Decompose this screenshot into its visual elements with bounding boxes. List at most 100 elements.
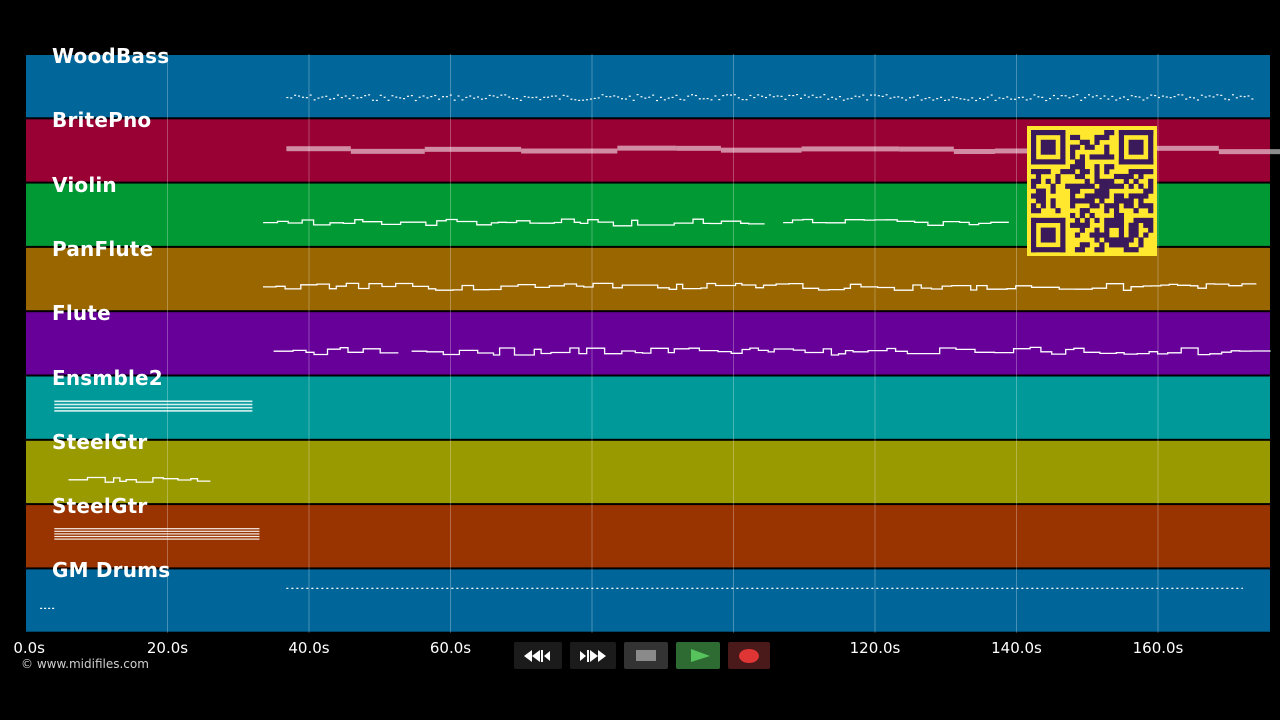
note	[753, 96, 756, 99]
note	[1122, 96, 1125, 98]
note	[477, 96, 480, 98]
note	[410, 95, 413, 97]
note	[733, 94, 736, 96]
note	[905, 99, 908, 101]
note	[1072, 95, 1075, 98]
note	[644, 97, 647, 99]
note	[1025, 99, 1028, 101]
record-button[interactable]	[728, 642, 770, 669]
note	[496, 96, 499, 98]
note	[325, 95, 328, 97]
note-block	[350, 148, 425, 154]
note	[761, 95, 764, 97]
note	[768, 94, 771, 96]
note	[360, 96, 363, 99]
note	[1181, 94, 1184, 96]
note	[609, 96, 612, 98]
note	[1228, 99, 1231, 101]
note-trace	[263, 282, 1257, 291]
note	[916, 94, 919, 96]
note	[1130, 95, 1133, 97]
note	[1165, 96, 1168, 98]
note	[858, 96, 861, 98]
note	[1224, 98, 1227, 100]
note	[951, 96, 954, 98]
note	[473, 97, 476, 99]
note	[1196, 99, 1199, 101]
time-tick-label: 120.0s	[849, 639, 901, 657]
note	[1189, 96, 1192, 98]
note	[842, 99, 845, 101]
note	[1193, 97, 1196, 99]
note	[784, 98, 787, 100]
track-name: Ensmble2	[52, 365, 163, 390]
note	[430, 95, 433, 98]
note	[667, 97, 670, 99]
note	[574, 99, 577, 101]
note	[1115, 99, 1118, 101]
track-name: GM Drums	[52, 558, 171, 583]
note-block	[720, 147, 802, 153]
note	[1111, 95, 1114, 98]
note	[597, 97, 600, 99]
play-button[interactable]	[676, 642, 720, 669]
note	[796, 94, 799, 96]
time-tick-label: 60.0s	[429, 639, 472, 657]
note	[920, 99, 923, 101]
note	[465, 96, 468, 99]
note	[1173, 95, 1176, 98]
note	[515, 97, 518, 100]
note	[333, 97, 336, 100]
note	[897, 96, 900, 98]
note	[815, 96, 818, 99]
note	[780, 95, 783, 97]
note	[737, 97, 740, 99]
note	[928, 96, 931, 99]
note-block	[54, 400, 253, 403]
track-name: SteelGtr	[52, 494, 148, 519]
note	[1002, 97, 1005, 100]
note	[617, 96, 620, 98]
note	[947, 99, 950, 101]
note	[792, 94, 795, 97]
note	[406, 95, 409, 97]
note	[663, 99, 666, 101]
stop-button[interactable]	[624, 642, 668, 669]
fast-forward-button[interactable]	[570, 642, 616, 669]
note-block	[54, 528, 260, 530]
note	[1049, 97, 1052, 100]
note	[694, 94, 697, 97]
note	[1010, 98, 1013, 100]
note	[352, 94, 355, 97]
note	[344, 95, 347, 97]
note	[329, 98, 332, 100]
note-trace	[263, 218, 765, 227]
note	[1146, 97, 1149, 99]
note-block	[54, 535, 260, 538]
note	[772, 96, 775, 98]
note	[1142, 99, 1145, 101]
note	[846, 98, 849, 100]
note	[1091, 96, 1094, 98]
note	[885, 94, 888, 96]
note	[940, 96, 943, 98]
note	[975, 99, 978, 102]
note	[593, 97, 596, 100]
note	[1231, 94, 1234, 96]
note	[317, 97, 320, 99]
note	[1204, 96, 1207, 98]
note	[554, 95, 557, 97]
note	[356, 97, 359, 99]
note	[901, 97, 904, 99]
note	[831, 96, 834, 98]
note	[605, 95, 608, 98]
note	[286, 96, 289, 99]
rewind-button[interactable]	[514, 642, 562, 669]
note	[893, 96, 896, 98]
note	[1200, 94, 1203, 96]
note	[1216, 94, 1219, 96]
note	[364, 95, 367, 97]
note	[309, 94, 312, 96]
note	[1041, 96, 1044, 99]
note	[313, 99, 316, 101]
